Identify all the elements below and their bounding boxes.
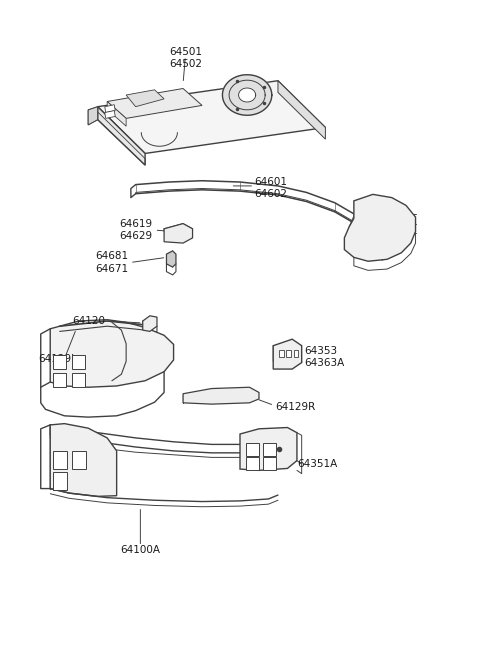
Polygon shape [88,107,97,125]
Polygon shape [53,373,66,387]
Polygon shape [88,107,97,125]
Text: 64681
64671: 64681 64671 [96,252,129,274]
Polygon shape [107,102,126,126]
Text: 64129L: 64129L [38,354,77,364]
Polygon shape [72,373,85,387]
Polygon shape [240,428,297,470]
Polygon shape [72,451,86,469]
Text: 64601
64602: 64601 64602 [254,177,288,199]
Polygon shape [53,472,67,490]
Text: 64351A: 64351A [297,459,337,469]
Polygon shape [105,105,115,113]
Polygon shape [50,320,174,387]
Polygon shape [97,107,145,165]
Polygon shape [164,223,192,243]
Polygon shape [263,457,276,470]
Polygon shape [143,316,157,331]
Polygon shape [273,339,301,369]
Polygon shape [53,451,67,469]
Polygon shape [287,350,291,357]
Polygon shape [246,457,260,470]
Polygon shape [239,88,256,102]
Polygon shape [105,111,115,119]
Polygon shape [279,350,284,357]
Polygon shape [53,355,66,369]
Text: 64353
64363A: 64353 64363A [304,346,344,368]
Polygon shape [294,350,299,357]
Text: 64100A: 64100A [120,544,160,555]
Polygon shape [126,90,164,107]
Polygon shape [344,195,416,261]
Text: 64120: 64120 [72,316,105,326]
Polygon shape [167,251,176,267]
Polygon shape [263,443,276,456]
Polygon shape [50,424,117,496]
Text: 64129R: 64129R [276,402,316,412]
Polygon shape [246,443,260,456]
Polygon shape [97,81,325,153]
Polygon shape [183,387,259,404]
Polygon shape [72,355,85,369]
Text: 64501
64502: 64501 64502 [169,47,202,69]
Polygon shape [278,81,325,139]
Polygon shape [107,88,202,119]
Polygon shape [222,75,272,115]
Text: 64619
64629: 64619 64629 [119,219,152,241]
